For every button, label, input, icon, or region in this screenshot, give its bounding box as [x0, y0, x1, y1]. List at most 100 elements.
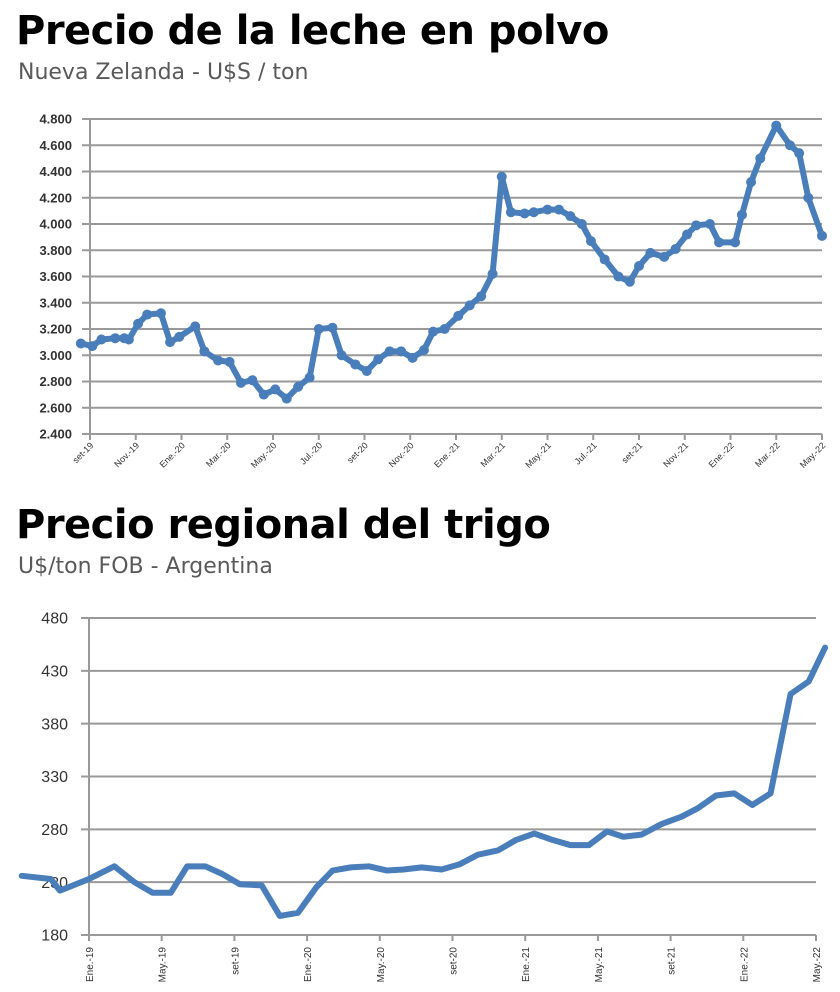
data-point: [281, 393, 292, 404]
data-point: [155, 308, 166, 319]
data-point: [553, 204, 564, 215]
data-point: [396, 346, 407, 357]
data-point: [174, 331, 185, 342]
data-point: [519, 208, 530, 219]
data-point: [407, 352, 418, 363]
y-tick-label: 4.800: [39, 112, 72, 127]
data-point: [293, 381, 304, 392]
data-point: [817, 230, 827, 241]
x-tick-label: set-19: [71, 440, 96, 465]
data-point: [624, 276, 635, 287]
x-tick-label: Ene.-22: [707, 440, 736, 469]
data-point: [746, 177, 757, 187]
x-tick-label: May.-20: [376, 947, 387, 983]
y-tick-label: 2.600: [39, 400, 72, 415]
data-point: [87, 341, 98, 352]
data-point: [453, 310, 464, 321]
data-point: [361, 366, 372, 376]
data-point: [464, 300, 475, 311]
x-tick-label: Mar.-20: [204, 440, 233, 469]
y-tick-label: 4.000: [39, 217, 72, 232]
data-point: [714, 237, 725, 248]
data-point: [576, 219, 587, 229]
data-point: [803, 192, 814, 203]
data-point: [496, 171, 507, 182]
data-point: [327, 322, 338, 333]
data-point: [613, 271, 624, 282]
data-point: [190, 321, 201, 332]
x-tick-label: set-21: [620, 440, 645, 465]
data-point: [258, 389, 269, 400]
data-point: [542, 204, 553, 215]
data-point: [599, 254, 610, 265]
data-point: [199, 346, 210, 357]
data-point: [96, 334, 107, 345]
data-point: [304, 372, 315, 383]
x-tick-label: Mar.-22: [753, 440, 782, 469]
data-point: [659, 251, 670, 262]
data-point: [133, 318, 144, 329]
x-tick-label: May.-22: [812, 947, 823, 983]
y-tick-label: 430: [41, 663, 68, 680]
y-tick-label: 4.400: [39, 164, 72, 179]
data-point: [418, 345, 429, 355]
milk-powder-price-chart: 4.800 4.600 4.400 4.200 4.000 3.800 3.600 3.400…: [39, 112, 827, 470]
data-point: [670, 243, 681, 254]
y-tick-label: 4.200: [39, 190, 72, 205]
x-tick-label: Jul.-21: [572, 440, 598, 466]
y-tick-label: 3.200: [39, 322, 72, 337]
y-tick-label: 4.600: [39, 138, 72, 153]
x-tick-label: Ene.-20: [158, 440, 187, 469]
data-point: [730, 237, 741, 248]
y-tick-label: 330: [41, 769, 68, 786]
data-point: [313, 324, 324, 334]
data-point: [373, 354, 384, 365]
data-point: [476, 291, 487, 302]
x-tick-label: Mar.-21: [479, 440, 508, 469]
x-tick-label: set-19: [230, 947, 241, 975]
data-point: [350, 359, 361, 370]
x-tick-label: Ene.-20: [303, 947, 314, 982]
data-point: [565, 211, 576, 222]
x-tick-label: set-20: [345, 440, 370, 465]
x-tick-label: Ene.-21: [521, 947, 532, 982]
x-tick-label: May.-20: [249, 440, 279, 470]
y-tick-label: 3.400: [39, 295, 72, 310]
data-point: [123, 334, 134, 345]
y-tick-label: 180: [41, 928, 68, 945]
x-tick-label: Nov.-19: [112, 440, 141, 469]
series-line: [77, 122, 825, 402]
data-point: [428, 326, 439, 337]
y-tick-label: 3.800: [39, 243, 72, 258]
y-tick-label: 480: [41, 611, 68, 628]
data-point: [213, 355, 224, 366]
x-tick-label: Jul.-20: [298, 440, 324, 466]
data-point: [634, 261, 644, 271]
data-point: [771, 120, 782, 131]
data-point: [682, 229, 693, 240]
x-tick-label: Ene.-19: [85, 947, 96, 982]
y-tick-label: 2.800: [39, 374, 72, 389]
y-tick-label: 3.000: [39, 348, 72, 363]
x-tick-label: set-21: [667, 947, 678, 975]
x-tick-label: May.-21: [594, 947, 605, 983]
chart1-subtitle: Nueva Zelanda - U$S / ton: [18, 60, 309, 85]
chart2-subtitle: U$/ton FOB - Argentina: [18, 554, 273, 579]
data-point: [247, 375, 258, 386]
data-point: [585, 236, 596, 247]
data-point: [384, 346, 395, 357]
y-tick-label: 3.600: [39, 269, 72, 284]
data-point: [439, 324, 450, 334]
x-tick-label: Ene.-22: [739, 947, 750, 982]
data-point: [704, 219, 715, 229]
chart2-title: Precio regional del trigo: [16, 502, 551, 548]
data-point: [224, 356, 235, 367]
x-tick-label: set-20: [449, 947, 460, 975]
data-point: [165, 337, 176, 348]
y-tick-label: 380: [41, 716, 68, 733]
data-point: [528, 207, 539, 218]
series-line: [18, 644, 829, 919]
data-point: [505, 207, 516, 218]
data-point: [691, 220, 702, 231]
